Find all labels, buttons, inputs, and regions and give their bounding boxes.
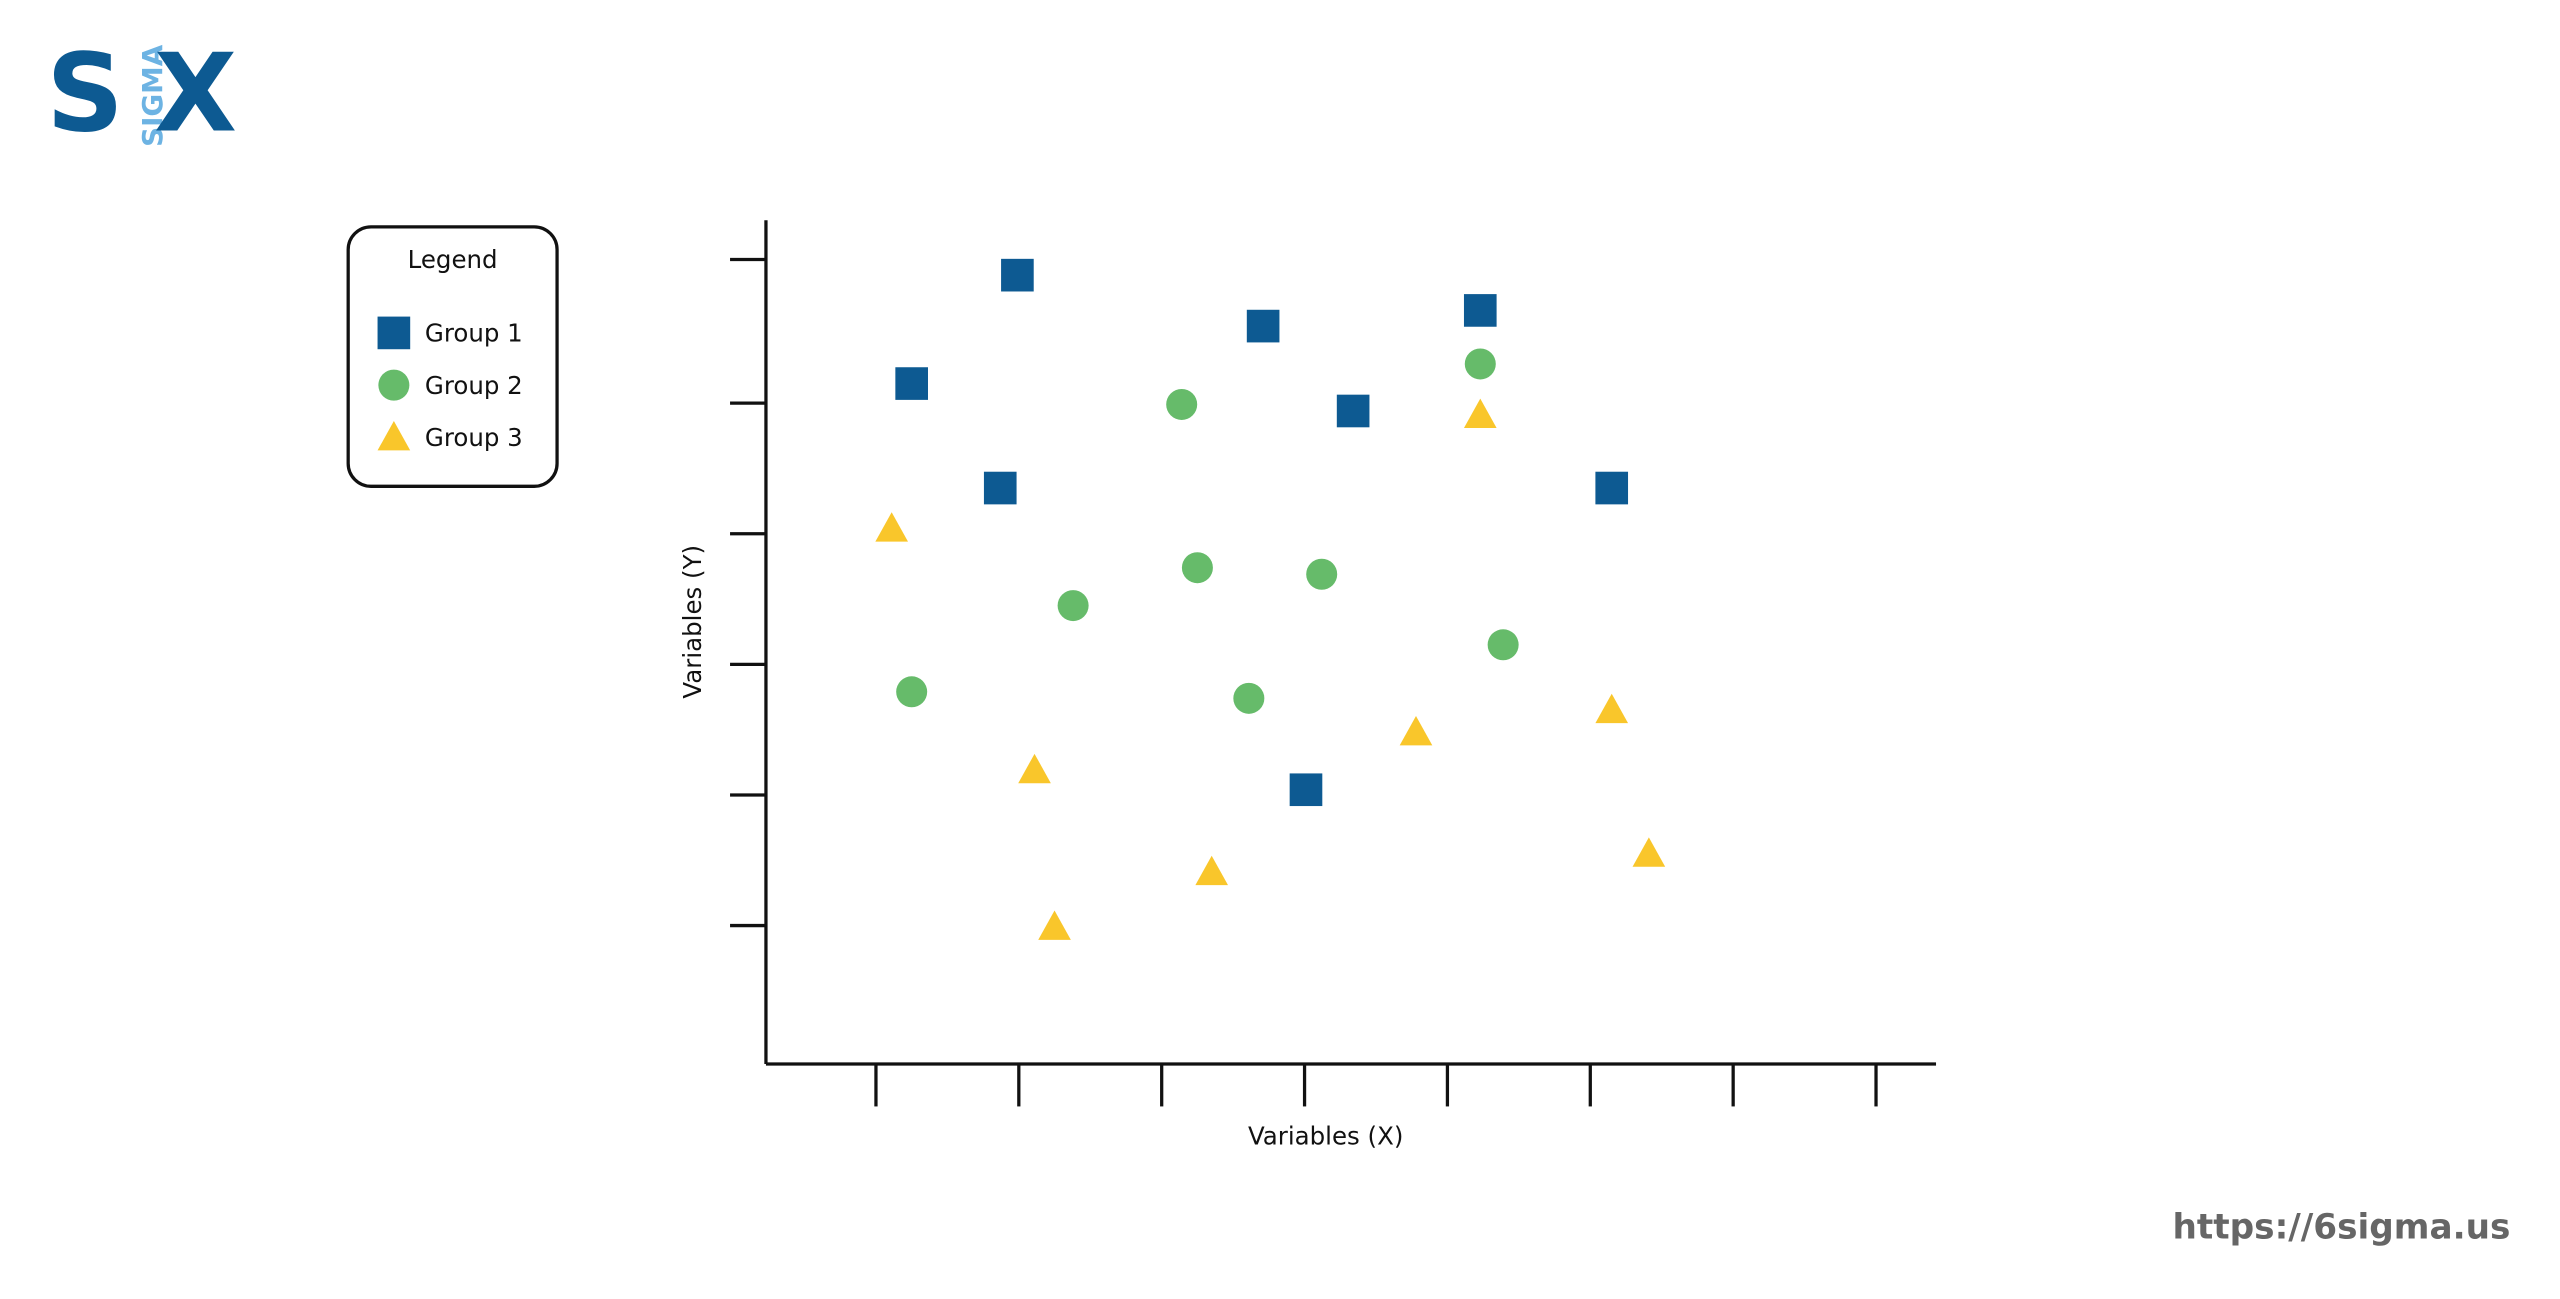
logo-sigma: SIGMA [136,44,169,147]
point [1487,629,1519,661]
legend-label: Group 2 [425,371,523,400]
point [1463,294,1497,327]
point [1336,394,1370,428]
legend-marker [377,316,411,350]
point [1595,471,1629,505]
logo-s: S [46,31,124,156]
logo: S SIGMA X [46,31,237,156]
point [896,676,928,708]
legend-title: Legend [408,245,498,274]
point [1595,693,1629,724]
point [1464,348,1496,380]
x-axis-label: Variables (X) [1248,1121,1403,1150]
legend-box [346,225,559,488]
legend-label: Group 3 [425,423,523,452]
point [1038,910,1071,940]
point [1195,855,1229,886]
point [1399,715,1433,746]
point [1181,552,1213,584]
point [1246,309,1280,343]
y-axis-label: Variables (Y) [678,545,707,699]
footer-url: https://6sigma.us [2172,1207,2510,1247]
point [1166,388,1198,420]
point [983,471,1017,505]
point [1632,837,1666,867]
point [1306,558,1338,590]
point [895,367,928,400]
point [1289,773,1323,807]
legend-marker [377,421,411,451]
point [875,512,908,542]
point [1018,753,1051,784]
point [1463,398,1497,428]
point [1233,682,1265,714]
point [1057,590,1089,622]
logo-x: X [154,31,237,156]
legend-marker [378,369,410,401]
legend-label: Group 1 [425,319,523,348]
point [1001,258,1034,292]
